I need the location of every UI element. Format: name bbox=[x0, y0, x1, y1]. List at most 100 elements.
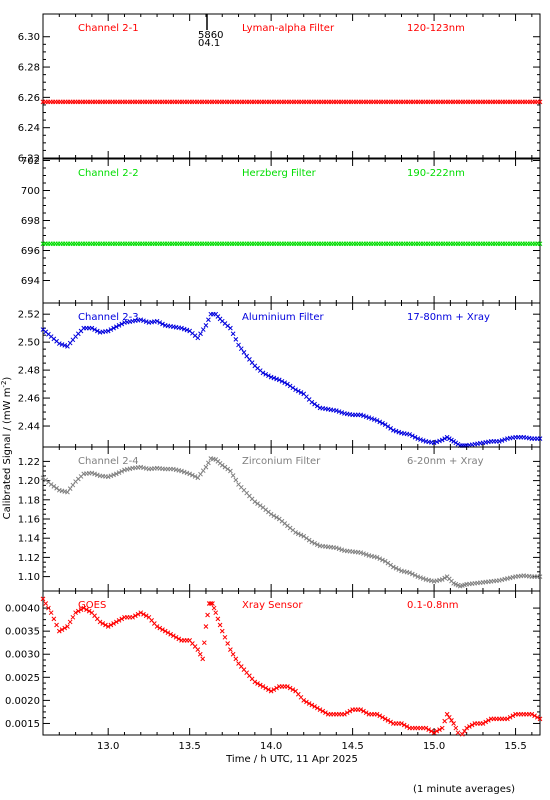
data-point bbox=[455, 441, 461, 447]
data-series bbox=[40, 99, 543, 105]
y-tick-label: 0.0040 bbox=[5, 604, 40, 615]
data-point bbox=[298, 532, 304, 538]
data-point bbox=[86, 608, 92, 614]
data-point bbox=[423, 725, 429, 731]
data-point bbox=[195, 475, 201, 481]
data-point bbox=[56, 341, 62, 346]
data-point bbox=[385, 718, 391, 723]
panel-label: 6-20nm + Xray bbox=[407, 456, 484, 467]
y-tick-label: 1.10 bbox=[18, 572, 40, 583]
data-point bbox=[396, 567, 402, 572]
data-point bbox=[40, 596, 46, 602]
data-point bbox=[295, 388, 301, 394]
data-point bbox=[358, 707, 364, 712]
data-point bbox=[171, 633, 176, 639]
data-point bbox=[293, 530, 298, 535]
panel-label: Channel 2-2 bbox=[78, 168, 139, 179]
y-tick-label: 0.0035 bbox=[5, 627, 40, 638]
x-tick-label: 15.5 bbox=[504, 741, 526, 752]
data-point bbox=[92, 471, 97, 477]
data-point bbox=[374, 418, 380, 423]
y-axis-label-sup: -2 bbox=[0, 381, 8, 388]
data-point bbox=[67, 619, 73, 625]
data-point bbox=[537, 716, 543, 722]
data-point bbox=[208, 601, 214, 606]
data-point bbox=[215, 616, 221, 622]
data-point bbox=[271, 513, 277, 519]
data-point bbox=[304, 535, 309, 541]
data-point bbox=[455, 730, 461, 736]
data-point bbox=[103, 622, 108, 628]
data-point bbox=[119, 468, 125, 474]
chart-panel-3: 2.44 2.46 2.48 2.50 2.52 Channel 2-3 Aluminium… bbox=[18, 302, 543, 448]
y-axis-label-main: Calibrated Signal / (mW m bbox=[2, 388, 13, 520]
y-tick-label: 1.22 bbox=[18, 457, 40, 468]
data-point bbox=[203, 464, 209, 470]
x-tick-label: 14.5 bbox=[341, 741, 363, 752]
data-point bbox=[469, 722, 475, 728]
data-point bbox=[205, 612, 210, 618]
data-point bbox=[181, 326, 187, 332]
panel-label: Zirconium Filter bbox=[242, 456, 321, 467]
data-point bbox=[263, 685, 269, 691]
data-point bbox=[347, 708, 353, 714]
data-point bbox=[449, 718, 454, 723]
data-point bbox=[287, 383, 293, 389]
y-tick-label: 1.20 bbox=[18, 476, 40, 487]
data-point bbox=[393, 565, 399, 571]
y-tick-label: 0.0020 bbox=[5, 696, 40, 707]
data-point bbox=[54, 485, 59, 491]
data-point bbox=[119, 616, 125, 622]
data-point bbox=[467, 724, 472, 729]
data-point bbox=[165, 630, 171, 636]
data-point bbox=[442, 436, 448, 441]
data-point bbox=[312, 704, 317, 709]
data-point bbox=[437, 727, 442, 732]
data-point bbox=[97, 619, 103, 625]
data-point bbox=[143, 319, 149, 324]
data-point bbox=[439, 725, 445, 731]
data-point bbox=[380, 557, 385, 563]
data-point bbox=[404, 724, 410, 729]
data-point bbox=[154, 318, 160, 324]
data-point bbox=[46, 605, 51, 611]
data-point bbox=[410, 433, 415, 439]
data-point bbox=[271, 375, 277, 381]
data-point bbox=[206, 317, 211, 323]
data-point bbox=[434, 439, 440, 445]
y-tick-label: 6.26 bbox=[18, 93, 40, 104]
data-point bbox=[339, 547, 345, 553]
data-point bbox=[431, 730, 437, 736]
data-point bbox=[274, 376, 279, 382]
data-point bbox=[446, 436, 452, 441]
data-point bbox=[62, 343, 68, 348]
data-point bbox=[268, 688, 274, 694]
data-point bbox=[111, 325, 116, 331]
data-point bbox=[480, 721, 486, 726]
data-point bbox=[84, 607, 89, 612]
data-point bbox=[336, 409, 342, 414]
data-point bbox=[361, 413, 366, 419]
y-tick-label: 6.30 bbox=[18, 32, 40, 43]
data-point bbox=[537, 99, 543, 105]
data-point bbox=[502, 437, 508, 442]
data-point bbox=[358, 550, 364, 555]
data-point bbox=[507, 714, 513, 720]
data-point bbox=[195, 335, 201, 341]
data-point bbox=[89, 325, 95, 331]
data-point bbox=[410, 571, 415, 577]
chart-panel-2: 694 696 698 700 702 Channel 2-2 Herzberg Filte… bbox=[21, 156, 543, 304]
data-point bbox=[287, 685, 293, 691]
panel-label: Channel 2-4 bbox=[78, 456, 139, 467]
data-point bbox=[257, 503, 263, 508]
data-point bbox=[333, 408, 339, 414]
data-point bbox=[92, 327, 97, 332]
data-point bbox=[309, 702, 315, 708]
data-point bbox=[449, 437, 454, 443]
data-point bbox=[228, 647, 233, 652]
data-point bbox=[290, 385, 296, 391]
data-point bbox=[434, 728, 440, 734]
data-point bbox=[459, 731, 465, 737]
data-point bbox=[390, 427, 396, 433]
data-point bbox=[59, 342, 65, 347]
